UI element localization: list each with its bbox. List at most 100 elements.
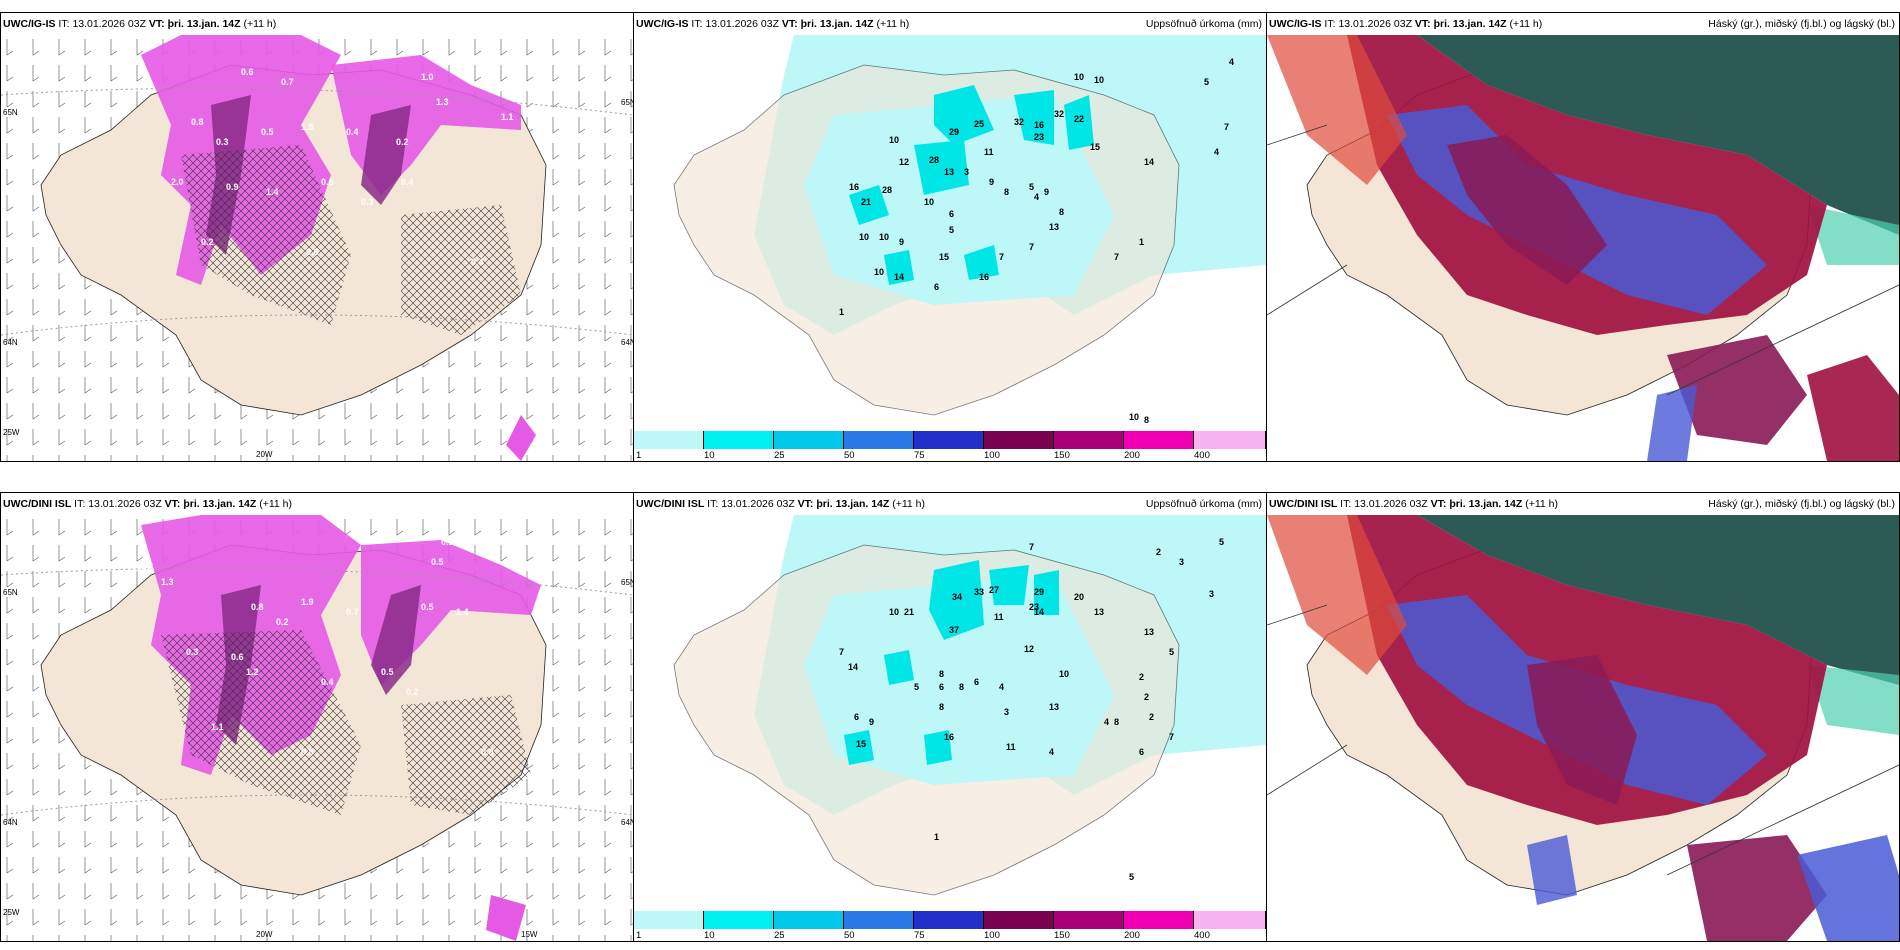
legend-swatch: [1124, 911, 1194, 929]
snow-value: 0.7: [281, 77, 294, 87]
snow-value: 2.0: [171, 177, 184, 187]
precip-value: 5: [1029, 182, 1034, 192]
forecast-offset: (+11 h): [1525, 498, 1559, 510]
precip-value: 3: [1209, 589, 1214, 599]
snow-value: 0.9: [481, 747, 494, 757]
precip-value: 15: [1090, 142, 1100, 152]
legend-label: 1: [636, 450, 642, 461]
it-label: IT:: [74, 498, 86, 510]
precip-value: 11: [1006, 742, 1016, 752]
precip-value: 23: [1029, 602, 1039, 612]
legend-label: 50: [844, 450, 855, 461]
snow-value: 0.3: [361, 197, 374, 207]
it-label: IT:: [691, 18, 703, 30]
precip-value: 7: [1114, 252, 1119, 262]
precip-value: 4: [1104, 717, 1109, 727]
precip-value: 5: [914, 682, 919, 692]
precip-value: 21: [861, 197, 871, 207]
precip-value: 2: [1149, 712, 1154, 722]
snow-value: 0.2: [406, 687, 419, 697]
legend-swatch: [984, 431, 1054, 449]
valid-time: þri. 13.jan. 14Z: [800, 18, 874, 30]
panel-header: UWC/DINI ISL IT: 13.01.2026 03Z VT: þri.…: [1267, 493, 1558, 515]
precip-value: 1: [839, 307, 844, 317]
precip-value: 1: [934, 832, 939, 842]
model-name: UWC/DINI ISL: [3, 498, 72, 510]
legend-label: 400: [1194, 930, 1210, 941]
snow-value: 0.4: [141, 562, 154, 572]
snow-value: 0.6: [401, 522, 414, 532]
precip-value: 9: [989, 177, 994, 187]
lat-label: 65N: [621, 578, 633, 587]
legend-label: 75: [914, 930, 925, 941]
valid-time: þri. 13.jan. 14Z: [1449, 498, 1523, 510]
precip-value: 8: [1114, 717, 1119, 727]
precip-value: 7: [1169, 732, 1174, 742]
legend-label: 75: [914, 450, 925, 461]
init-time: 13.01.2026 03Z: [721, 498, 795, 510]
snow-value: 0.8: [251, 602, 264, 612]
it-label: IT:: [1324, 18, 1336, 30]
snow-value: 0.7: [346, 607, 359, 617]
legend-label: 50: [844, 930, 855, 941]
precip-value: 16: [849, 182, 859, 192]
precip-value: 10: [1129, 412, 1139, 422]
precip-value: 37: [949, 625, 959, 635]
legend-swatch: [1124, 431, 1194, 449]
precip-value: 16: [979, 272, 989, 282]
legend-label: 100: [984, 930, 1000, 941]
lon-label: 20W: [256, 450, 273, 459]
snow-value: 1.2: [246, 667, 259, 677]
precip-value: 13: [1049, 222, 1059, 232]
it-label: IT:: [1340, 498, 1352, 510]
precip-value: 25: [974, 119, 984, 129]
snow-map-panel-row2: UWC/DINI ISL IT: 13.01.2026 03Z VT: þri.…: [0, 492, 634, 942]
precip-value: 4: [1034, 192, 1039, 202]
vt-label: VT:: [781, 18, 798, 30]
panel-header: UWC/DINI ISL IT: 13.01.2026 03Z VT: þri.…: [1, 493, 292, 515]
lat-label: 64N: [621, 818, 633, 827]
precip-value: 6: [934, 282, 939, 292]
precip-value: 2: [1144, 692, 1149, 702]
precip-value: 16: [1034, 120, 1044, 130]
precip-value: 9: [1044, 187, 1049, 197]
forecast-offset: (+11 h): [1509, 18, 1543, 30]
precip-map-panel-row2: UWC/DINI ISL IT: 13.01.2026 03Z VT: þri.…: [633, 492, 1267, 942]
legend-label: 200: [1124, 450, 1140, 461]
precip-value: 3: [1004, 707, 1009, 717]
precip-value: 7: [1224, 122, 1229, 132]
init-time: 13.01.2026 03Z: [705, 18, 779, 30]
precip-value: 16: [944, 732, 954, 742]
legend-swatch: [844, 431, 914, 449]
init-time: 13.01.2026 03Z: [1354, 498, 1428, 510]
snow-value: 1.4: [456, 607, 469, 617]
precip-legend: 1 10 25 50 75 100 150 200 400: [634, 911, 1266, 941]
precip-value: 7: [839, 647, 844, 657]
legend-swatch: [1194, 431, 1266, 449]
precip-value: 33: [974, 587, 984, 597]
cloud-map-panel-row1: UWC/IG-IS IT: 13.01.2026 03Z VT: þri. 13…: [1266, 12, 1900, 462]
model-name: UWC/IG-IS: [636, 18, 689, 30]
precip-value: 7: [999, 252, 1004, 262]
precip-value: 10: [874, 267, 884, 277]
legend-swatch: [704, 911, 774, 929]
precip-value: 3: [964, 167, 969, 177]
legend-label: 10: [704, 930, 715, 941]
snow-value: 0.2: [276, 617, 289, 627]
precip-value: 10: [879, 232, 889, 242]
legend-swatch: [914, 431, 984, 449]
legend-swatch: [634, 431, 704, 449]
precip-value: 5: [1219, 537, 1224, 547]
precip-value: 12: [1024, 644, 1034, 654]
precip-value: 10: [1059, 669, 1069, 679]
precip-value: 10: [889, 607, 899, 617]
snow-value: 0.9: [226, 182, 239, 192]
precip-value: 13: [944, 167, 954, 177]
model-name: UWC/DINI ISL: [1269, 498, 1338, 510]
precip-value: 27: [989, 585, 999, 595]
snow-value: 0.1: [441, 537, 454, 547]
snow-value: 0.4: [321, 677, 334, 687]
precip-value: 8: [1144, 415, 1149, 425]
snow-value: 0.2: [201, 237, 214, 247]
precip-value: 22: [1074, 114, 1084, 124]
